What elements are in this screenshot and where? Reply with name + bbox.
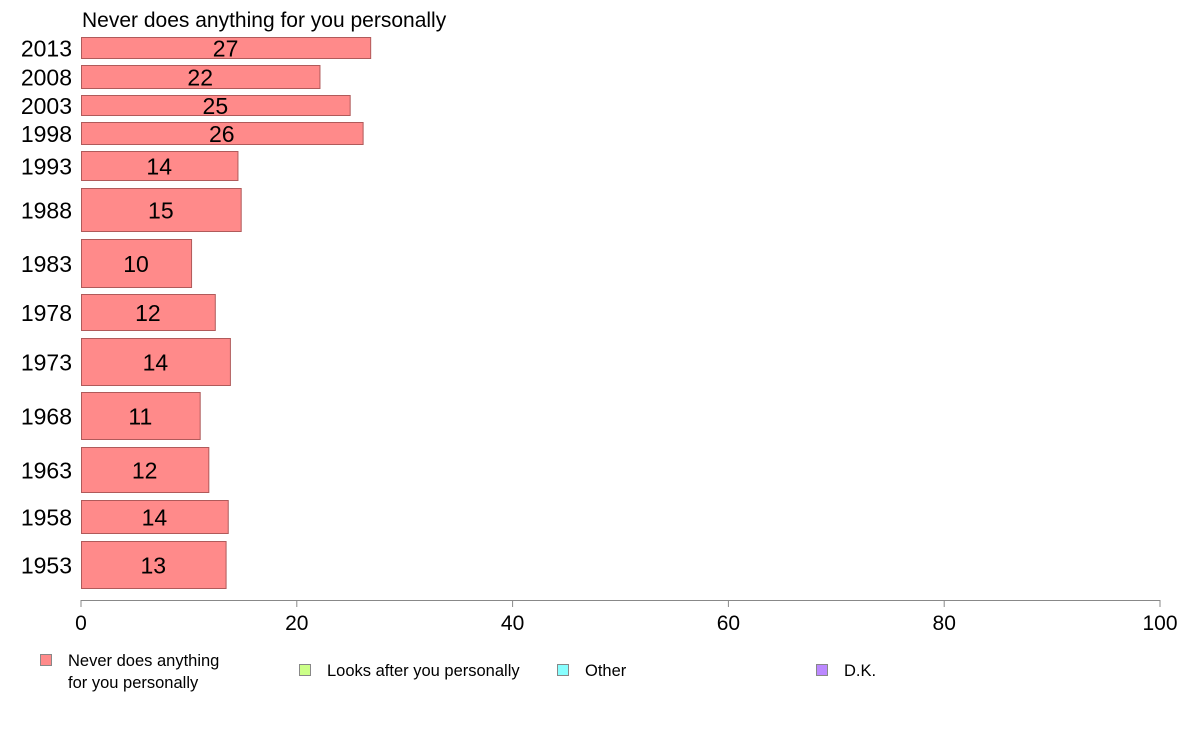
bar-value-label: 10 <box>123 251 149 277</box>
legend-label: Looks after you personally <box>327 662 520 680</box>
bar-value-label: 14 <box>143 350 169 376</box>
y-tick-label: 2003 <box>21 93 72 119</box>
y-tick-label: 2013 <box>21 36 72 62</box>
bar-value-label: 11 <box>128 404 152 430</box>
bar-value-label: 27 <box>213 36 239 62</box>
bar-value-label: 14 <box>142 505 168 531</box>
x-tick-label: 60 <box>717 612 740 635</box>
bar-value-label: 12 <box>135 300 161 326</box>
y-tick-label: 1968 <box>21 404 72 430</box>
legend-label: Never does anything for you personally <box>68 652 220 692</box>
bar-value-label: 14 <box>146 154 172 180</box>
y-tick-label: 2008 <box>21 65 72 91</box>
legend-swatch <box>40 654 52 666</box>
x-tick-label: 40 <box>501 612 524 635</box>
x-tick-label: 100 <box>1142 612 1177 635</box>
y-tick-label: 1978 <box>21 300 72 326</box>
bar <box>81 392 201 440</box>
x-tick-label: 80 <box>933 612 956 635</box>
bar <box>81 65 321 89</box>
legend-swatch <box>557 664 569 676</box>
bar-value-label: 13 <box>140 553 166 579</box>
y-tick-label: 1973 <box>21 350 72 376</box>
y-tick-label: 1963 <box>21 458 72 484</box>
legend-label: Other <box>585 662 627 680</box>
legend: Never does anything for you personally L… <box>0 648 1188 698</box>
bar <box>81 95 351 116</box>
legend-item-never-does-anything: Never does anything for you personally <box>40 650 219 694</box>
legend-item-looks-after-you: Looks after you personally <box>299 660 520 682</box>
bar <box>81 447 210 493</box>
bar <box>81 338 231 386</box>
x-axis: 0 20 40 60 80 100 <box>75 600 1178 635</box>
legend-item-other: Other <box>557 660 626 682</box>
bar <box>81 239 193 288</box>
y-tick-label: 1988 <box>21 198 72 224</box>
legend-item-dk: D.K. <box>816 660 876 682</box>
bar <box>81 37 372 59</box>
bar-value-label: 22 <box>187 65 213 91</box>
bar <box>81 294 216 331</box>
chart-plot: Never does anything for you personally 2… <box>21 9 1178 635</box>
bar <box>81 500 229 534</box>
legend-swatch <box>299 664 311 676</box>
bar-value-label: 12 <box>132 458 158 484</box>
bar <box>81 151 239 181</box>
legend-swatch <box>816 664 828 676</box>
legend-label: D.K. <box>844 662 877 680</box>
y-tick-label: 1993 <box>21 154 72 180</box>
bar-value-label: 25 <box>203 93 229 119</box>
bar <box>81 541 227 589</box>
y-tick-label: 1953 <box>21 553 72 579</box>
x-tick-label: 20 <box>285 612 308 635</box>
bar <box>81 122 364 145</box>
y-tick-label: 1958 <box>21 505 72 531</box>
bar-value-label: 26 <box>209 121 235 147</box>
bar-value-label: 15 <box>148 198 174 224</box>
y-tick-label: 1998 <box>21 121 72 147</box>
x-tick-label: 0 <box>75 612 87 635</box>
chart-title: Never does anything for you personally <box>82 9 447 32</box>
y-tick-label: 1983 <box>21 251 72 277</box>
bar <box>81 188 242 232</box>
bar-group: 27 2013 22 2008 25 2003 26 1998 14 1993 15 1988 10 19… <box>21 36 372 589</box>
